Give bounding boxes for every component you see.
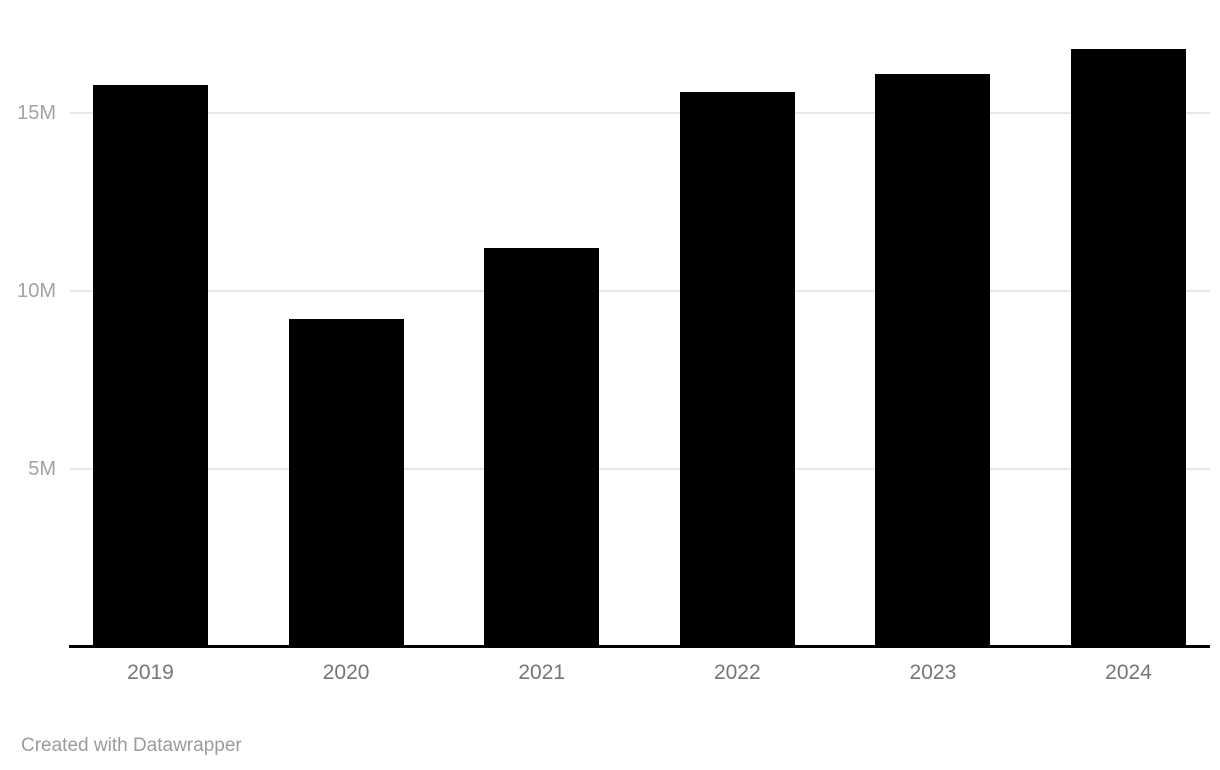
bar-2019 — [93, 84, 208, 647]
x-tick-label-2022: 2022 — [713, 661, 761, 684]
x-tick-label-2019: 2019 — [127, 661, 174, 684]
bar-2020 — [288, 319, 404, 647]
x-tick-label-2023: 2023 — [909, 661, 957, 684]
bar-2023 — [875, 73, 991, 647]
x-tick-label-2021: 2021 — [518, 661, 566, 684]
bar-2022 — [679, 91, 795, 647]
gridline-5M — [70, 468, 1210, 470]
y-tick-label: 5M — [28, 458, 56, 480]
x-tick-label-2020: 2020 — [322, 661, 370, 684]
x-tick-label-2024: 2024 — [1105, 661, 1152, 684]
bar-2021 — [484, 248, 600, 647]
y-tick-label: 10M — [17, 280, 56, 302]
gridline-15M — [70, 112, 1210, 114]
attribution-text: Created with Datawrapper — [21, 735, 242, 756]
y-tick-label: 15M — [17, 102, 56, 124]
bar-2024 — [1071, 48, 1186, 647]
x-axis-line — [69, 645, 1210, 648]
gridline-10M — [70, 290, 1210, 292]
